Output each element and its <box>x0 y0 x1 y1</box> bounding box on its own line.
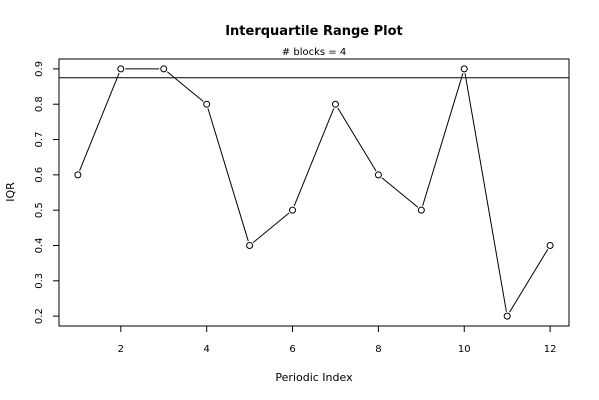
x-tick-label: 6 <box>289 344 295 355</box>
plot-frame <box>58 58 570 327</box>
x-tick-label: 12 <box>544 344 557 355</box>
y-tick-label: 0.6 <box>34 167 45 183</box>
y-tick-label: 0.4 <box>34 238 45 254</box>
data-point <box>460 65 468 73</box>
data-point <box>289 206 297 214</box>
y-axis-label: IQR <box>4 182 17 202</box>
y-axis: 0.2 0.3 0.4 0.5 0.6 0.7 0.8 0.9 <box>34 61 60 324</box>
data-point <box>374 171 382 179</box>
y-tick-label: 0.9 <box>34 61 45 77</box>
data-point <box>117 65 125 73</box>
series-layer <box>74 65 554 320</box>
data-point <box>246 241 254 249</box>
series-line-segment <box>252 212 290 244</box>
data-point <box>546 241 554 249</box>
chart-title: Interquartile Range Plot <box>225 24 403 39</box>
y-tick-label: 0.2 <box>34 308 45 324</box>
data-point <box>203 100 211 108</box>
series-line-segment <box>207 108 249 242</box>
series-line-segment <box>464 73 507 312</box>
y-tick-label: 0.8 <box>34 96 45 112</box>
series-line-segment <box>79 72 120 171</box>
x-tick-label: 10 <box>458 344 471 355</box>
x-tick-label: 8 <box>375 344 381 355</box>
data-point <box>331 100 339 108</box>
data-point <box>74 171 82 179</box>
chart-subtitle: # blocks = 4 <box>282 47 346 58</box>
data-point <box>503 312 511 320</box>
y-tick-label: 0.5 <box>34 202 45 218</box>
x-axis: 2 4 6 8 10 12 <box>118 325 557 355</box>
series-line-segment <box>381 177 419 208</box>
series-line-segment <box>509 249 549 313</box>
data-point <box>160 65 168 73</box>
series-line-segment <box>422 73 464 206</box>
series-line-segment <box>293 108 335 207</box>
series-line-segment <box>166 71 204 102</box>
x-tick-label: 4 <box>203 344 209 355</box>
y-tick-label: 0.7 <box>34 132 45 148</box>
x-tick-label: 2 <box>118 344 124 355</box>
x-axis-label: Periodic Index <box>275 371 353 384</box>
series-line-segment <box>337 107 377 172</box>
data-point <box>417 206 425 214</box>
y-tick-label: 0.3 <box>34 273 45 289</box>
